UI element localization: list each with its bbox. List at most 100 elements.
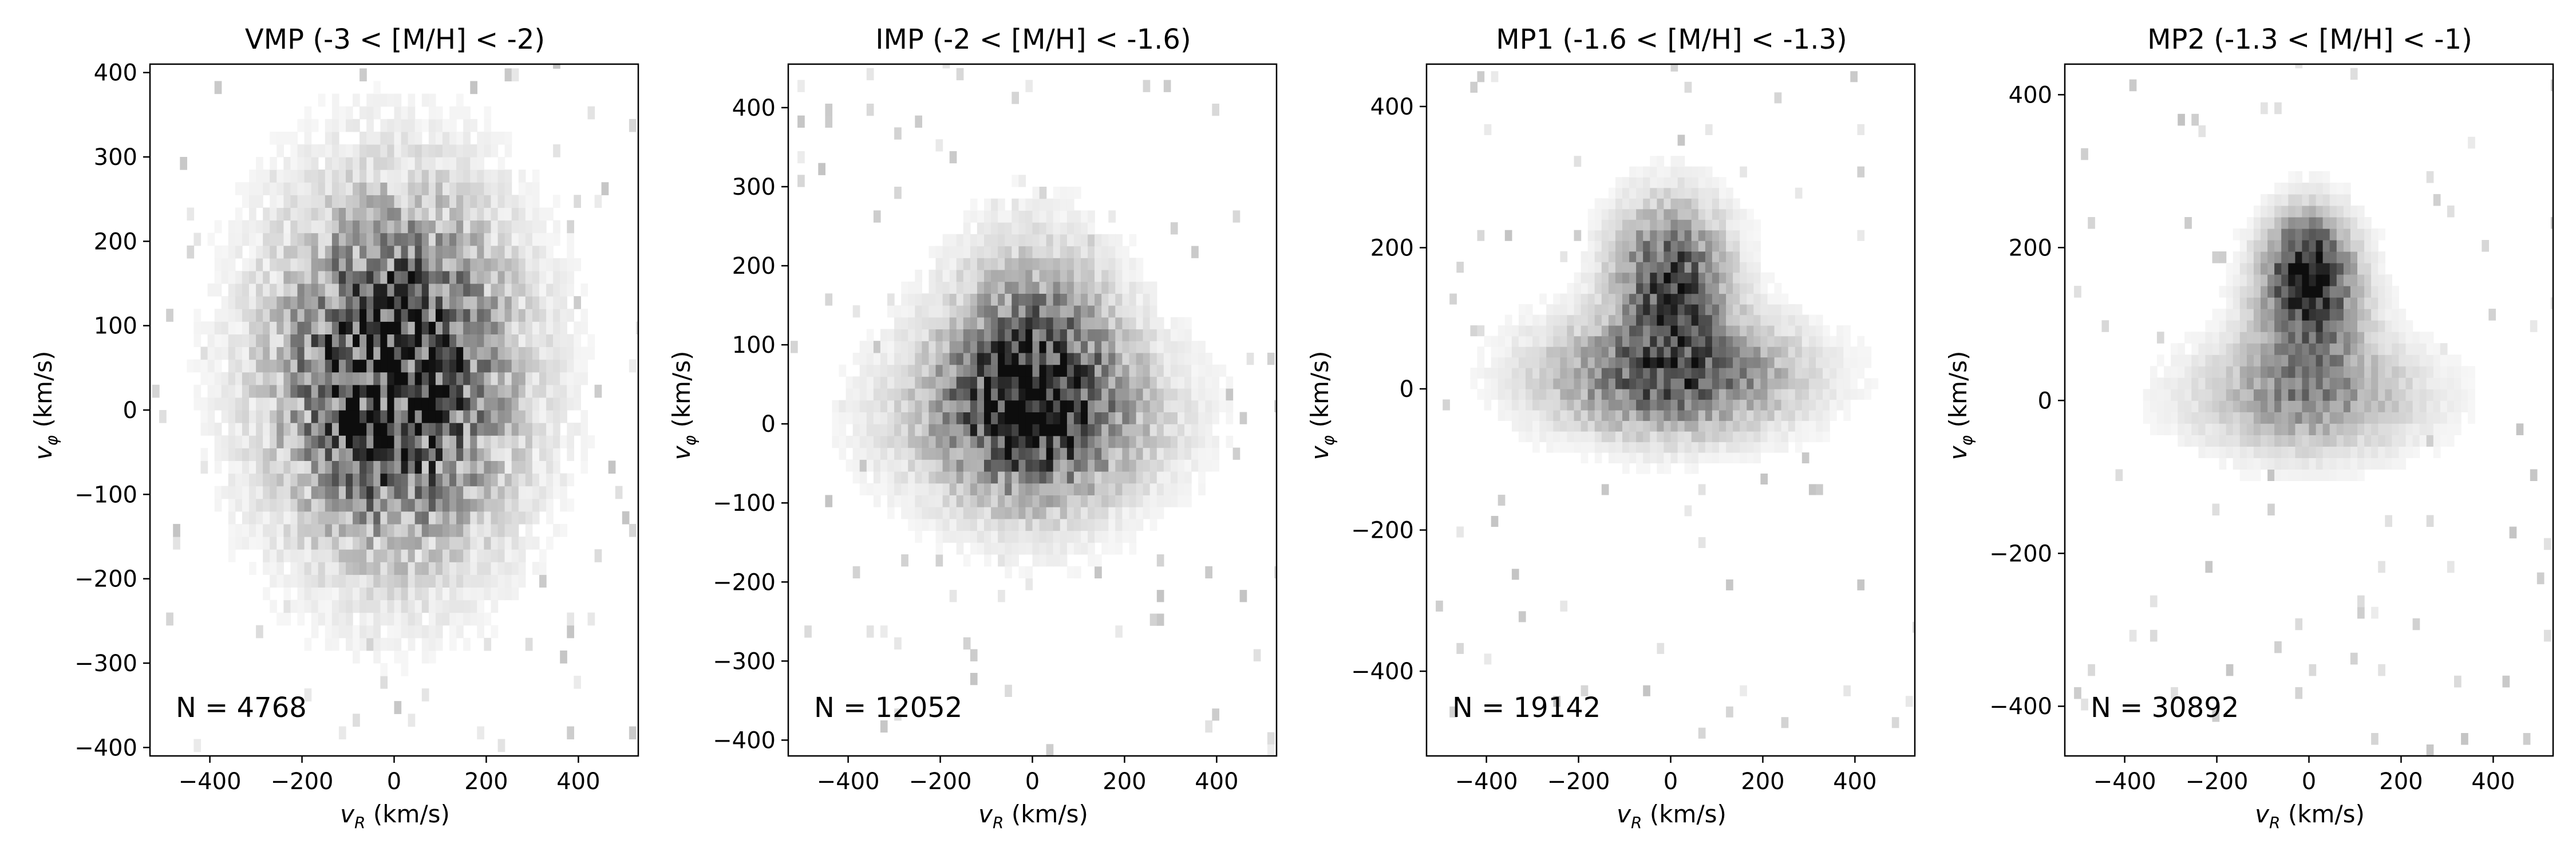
heatmap-cell [373,473,381,487]
heatmap-cell [1122,329,1130,341]
heatmap-cell [991,246,998,258]
heatmap-cell [276,448,284,461]
heatmap-cell [2281,205,2289,218]
heatmap-cell [428,625,436,639]
heatmap-cell [1018,246,1026,258]
heatmap-cell [1747,357,1754,368]
heatmap-cell [2302,377,2310,389]
heatmap-cell [887,495,895,507]
heatmap-cell [1823,346,1830,358]
heatmap-cell [276,562,284,575]
heatmap-cell [915,471,922,484]
heatmap-cell [1088,317,1095,330]
heatmap-cell [242,473,250,487]
heatmap-cell [1747,304,1754,316]
heatmap-cell [428,486,436,499]
heatmap-cell [373,258,381,271]
heatmap-cell [304,397,312,411]
heatmap-cell [2184,354,2192,367]
y-tick-label: 300 [732,174,776,200]
heatmap-cell [852,566,860,578]
heatmap-cell [304,688,312,702]
heatmap-cell [1636,304,1643,316]
heatmap-cell [2288,469,2296,481]
heatmap-cell [518,486,526,499]
heatmap-cell [2212,400,2220,412]
panel-title: MP1 (-1.6 < [M/H] < -1.3) [1496,23,1847,56]
heatmap-cell [380,233,388,246]
heatmap-cell [1491,71,1499,82]
heatmap-cell [852,435,860,448]
heatmap-cell [518,270,526,284]
heatmap-cell [1698,399,1706,411]
heatmap-cell [984,400,991,412]
heatmap-cell [894,127,902,140]
heatmap-cell [304,562,312,575]
heatmap-cell [1095,246,1102,258]
heatmap-cell [1615,219,1623,231]
heatmap-cell [1025,80,1033,92]
heatmap-cell [456,435,464,448]
heatmap-cell [1108,376,1116,389]
heatmap-cell [408,372,416,385]
heatmap-cell [1060,530,1068,543]
heatmap-cell [263,511,270,525]
heatmap-cell [1726,346,1733,358]
heatmap-cell [256,270,263,284]
heatmap-cell [1843,336,1851,347]
heatmap-cell [1129,234,1137,247]
heatmap-cell [1712,272,1720,283]
heatmap-cell [449,296,457,309]
heatmap-cell [290,574,298,588]
heatmap-cell [1608,262,1616,273]
heatmap-cell [484,498,492,512]
heatmap-cell [839,447,847,460]
heatmap-cell [922,507,930,519]
heatmap-cell [1025,495,1033,507]
heatmap-cell [1018,424,1026,436]
heatmap-cell [1039,412,1047,424]
heatmap-cell [346,498,353,512]
heatmap-cell [270,296,277,309]
heatmap-cell [463,220,471,234]
heatmap-cell [2309,435,2317,447]
heatmap-cell [1039,198,1047,211]
heatmap-cell [2191,435,2199,447]
heatmap-cell [2239,366,2247,378]
heatmap-cell [553,346,560,360]
heatmap-cell [235,486,243,499]
heatmap-cell [297,435,305,448]
heatmap-cell [942,269,950,282]
heatmap-cell [1760,357,1768,368]
heatmap-cell [477,195,484,208]
heatmap-cell [1587,410,1595,421]
heatmap-cell [387,296,395,309]
heatmap-cell [366,549,374,562]
heatmap-cell [283,486,291,499]
heatmap-cell [1733,442,1740,453]
heatmap-cell [428,309,436,322]
heatmap-cell [1122,388,1130,401]
heatmap-cell [1719,272,1726,283]
heatmap-cell [421,119,429,132]
heatmap-cell [935,341,943,353]
heatmap-cell [1073,518,1081,531]
heatmap-cell [2267,286,2275,298]
heatmap-cell [1484,336,1492,347]
heatmap-cell [1115,459,1123,472]
heatmap-cell [2261,412,2268,424]
heatmap-cell [963,447,971,460]
heatmap-cell [1574,357,1582,368]
heatmap-cell [839,435,847,448]
heatmap-cell [1615,346,1623,358]
heatmap-cell [1843,325,1851,337]
heatmap-cell [852,459,860,472]
heatmap-cell [1163,435,1171,448]
heatmap-cell [414,309,422,322]
heatmap-cell [922,352,930,365]
heatmap-cell [1643,314,1650,326]
heatmap-cell [421,182,429,195]
heatmap-cell [235,435,243,448]
heatmap-cell [970,376,978,389]
heatmap-cell [401,562,409,575]
